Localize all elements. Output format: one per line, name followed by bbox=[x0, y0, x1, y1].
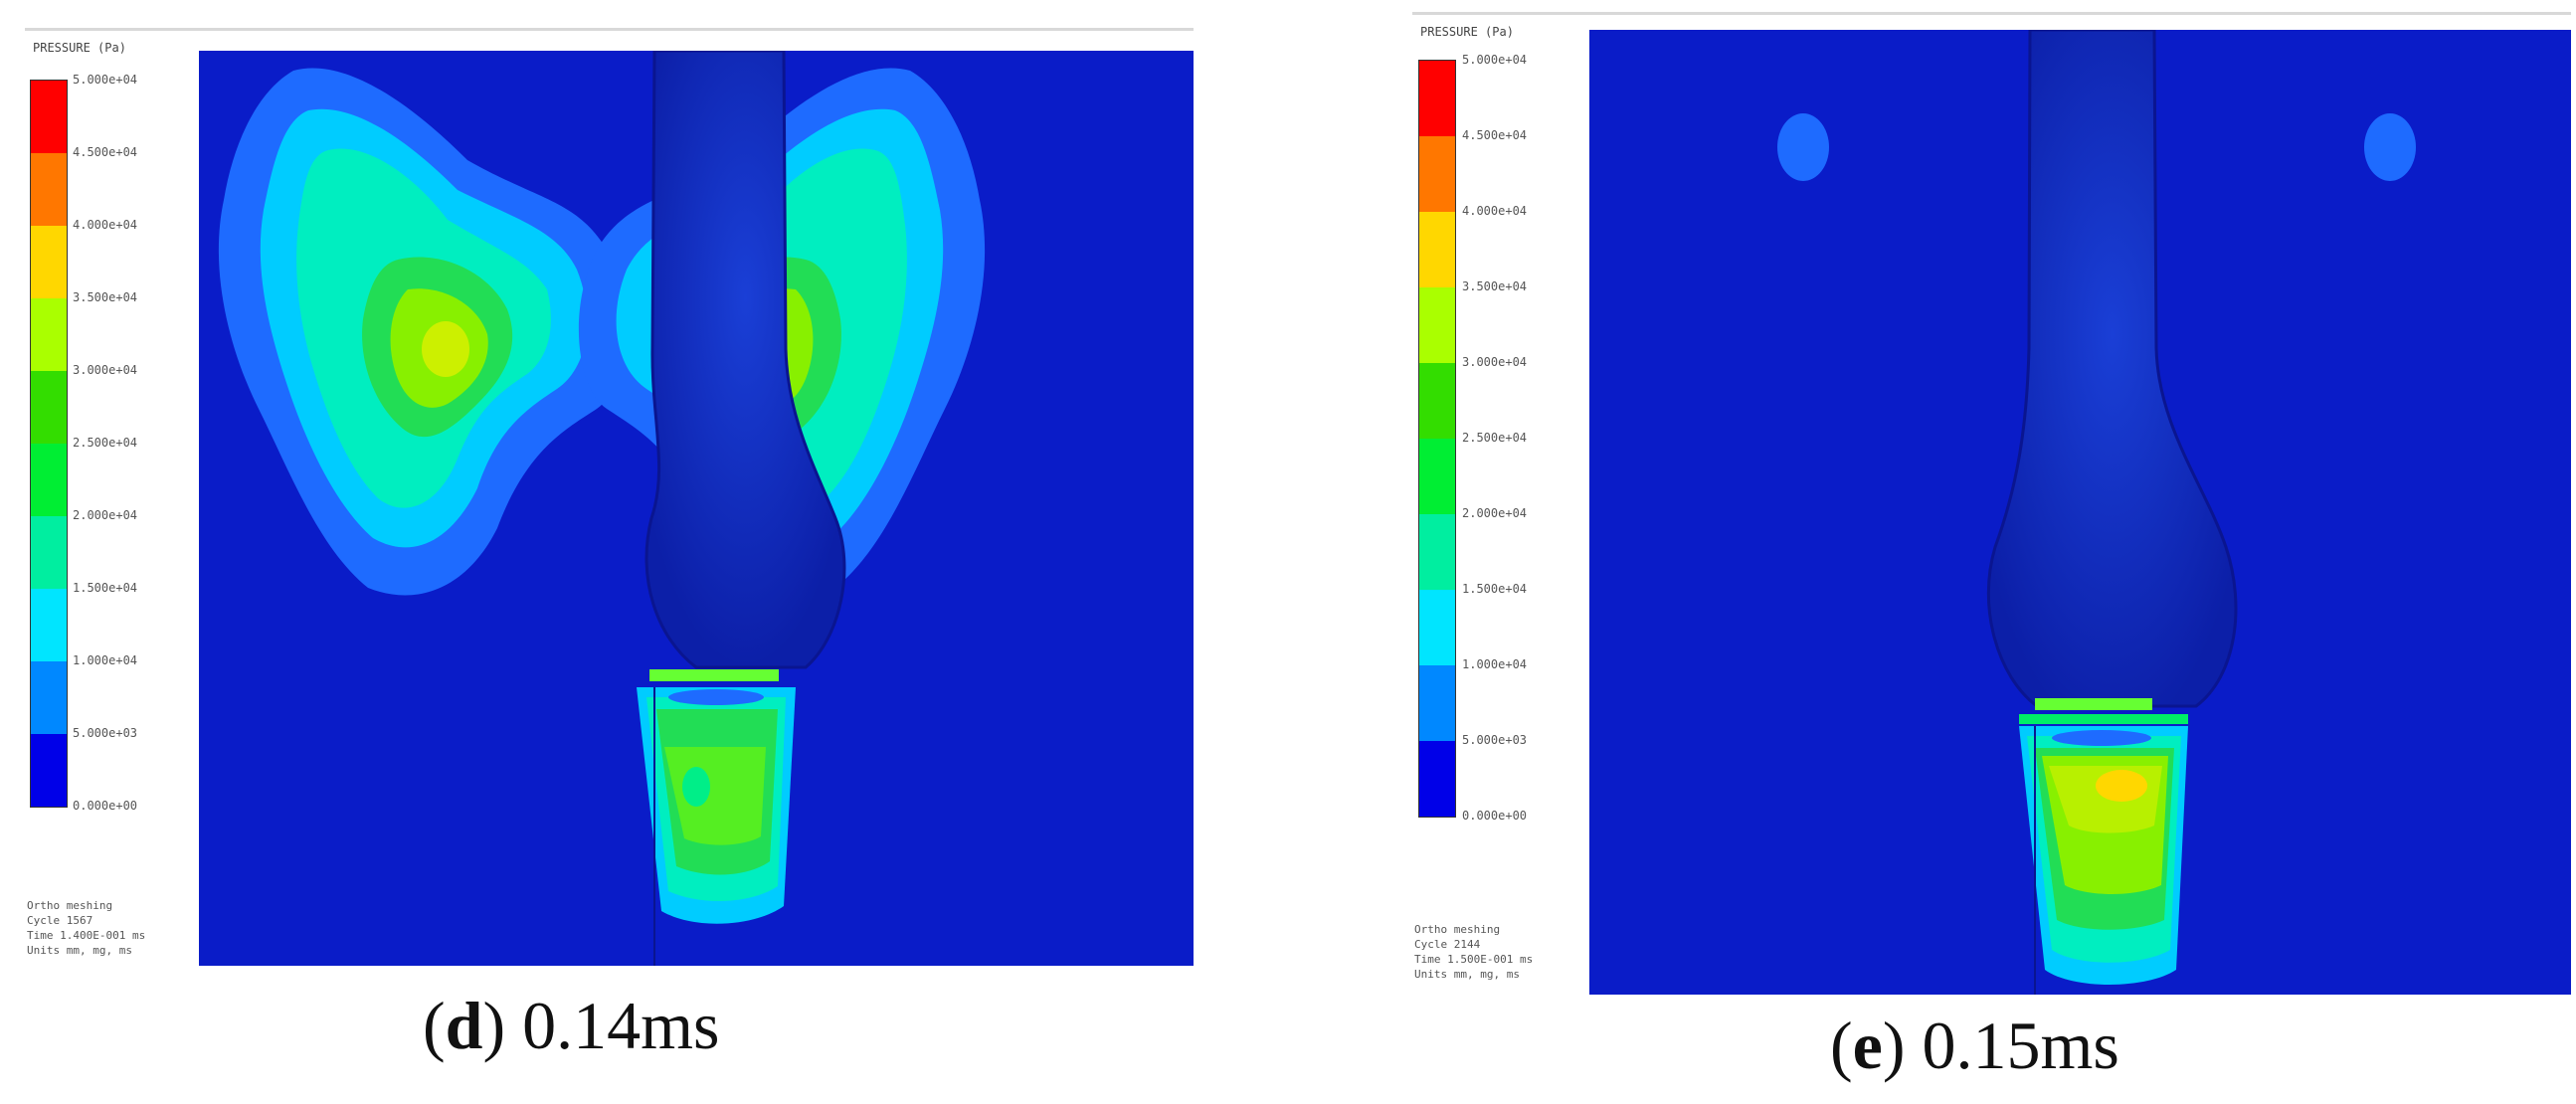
legend-tick-label: 5.000e+04 bbox=[73, 73, 138, 87]
legend-tick-label: 3.000e+04 bbox=[1462, 355, 1528, 369]
penetrator-body bbox=[1986, 30, 2238, 708]
legend-tick-label: 4.000e+04 bbox=[73, 218, 138, 232]
footer-line: Units mm, mg, ms bbox=[1414, 968, 1520, 981]
legend-swatch bbox=[1419, 514, 1455, 590]
footer-line: Time 1.500E-001 ms bbox=[1414, 953, 1534, 966]
legend-swatch bbox=[1419, 212, 1455, 287]
footer-line: Cycle 2144 bbox=[1414, 938, 1481, 951]
footer-line: Ortho meshing bbox=[1414, 923, 1501, 936]
footer-line: Units mm, mg, ms bbox=[27, 944, 132, 957]
color-legend-bar bbox=[1418, 60, 1456, 818]
legend-swatch bbox=[31, 589, 67, 661]
legend-swatch bbox=[1419, 136, 1455, 212]
footer-line: Time 1.400E-001 ms bbox=[27, 929, 146, 942]
legend-swatch bbox=[31, 81, 67, 153]
panel-e: PRESSURE (Pa) 5.000e+04 4.500e+04 4.000e+0… bbox=[1412, 12, 2571, 995]
legend-tick-label: 2.000e+04 bbox=[73, 508, 138, 522]
pressure-contour-plot bbox=[199, 51, 1194, 966]
lower-pressure-plug bbox=[637, 669, 796, 966]
legend-tick-label: 4.500e+04 bbox=[73, 145, 138, 159]
legend-swatch bbox=[31, 298, 67, 371]
legend-swatch bbox=[31, 371, 67, 444]
legend-tick-label: 0.000e+00 bbox=[73, 799, 138, 813]
legend-swatch bbox=[31, 516, 67, 589]
legend-tick-label: 2.500e+04 bbox=[73, 436, 138, 450]
legend-tick-label: 1.500e+04 bbox=[1462, 582, 1528, 596]
legend-swatch bbox=[31, 226, 67, 298]
legend-swatch bbox=[1419, 439, 1455, 514]
legend-tick-label: 0.000e+00 bbox=[1462, 809, 1528, 823]
legend-tick-label: 5.000e+03 bbox=[73, 726, 138, 740]
legend-title: PRESSURE (Pa) bbox=[33, 41, 126, 55]
legend-swatch bbox=[31, 444, 67, 516]
legend-tick-label: 3.500e+04 bbox=[73, 290, 138, 304]
legend-swatch bbox=[1419, 287, 1455, 363]
caption-letter: d bbox=[445, 988, 483, 1063]
caption-d: (d) 0.14ms bbox=[423, 988, 720, 1063]
legend-swatch bbox=[1419, 363, 1455, 439]
legend-tick-label: 1.000e+04 bbox=[1462, 657, 1528, 671]
caption-time: 0.15ms bbox=[1922, 1008, 2119, 1083]
legend-tick-label: 3.500e+04 bbox=[1462, 279, 1528, 293]
legend-tick-label: 1.500e+04 bbox=[73, 581, 138, 595]
right-pressure-spot bbox=[2364, 113, 2416, 181]
legend-tick-label: 5.000e+04 bbox=[1462, 53, 1528, 67]
legend-swatch bbox=[31, 153, 67, 226]
legend-swatch bbox=[1419, 665, 1455, 741]
penetrator-body bbox=[644, 51, 846, 669]
simulation-footer: Ortho meshing Cycle 1567 Time 1.400E-001… bbox=[27, 898, 145, 958]
footer-line: Ortho meshing bbox=[27, 899, 113, 912]
legend-swatch bbox=[1419, 61, 1455, 136]
left-pressure-lobe bbox=[218, 68, 626, 596]
left-pressure-spot bbox=[1777, 113, 1829, 181]
caption-time: 0.14ms bbox=[522, 988, 720, 1063]
legend-swatch bbox=[1419, 590, 1455, 665]
color-legend-bar bbox=[30, 80, 68, 808]
legend-tick-label: 5.000e+03 bbox=[1462, 733, 1528, 747]
footer-line: Cycle 1567 bbox=[27, 914, 93, 927]
caption-e: (e) 0.15ms bbox=[1830, 1008, 2119, 1083]
legend-tick-label: 4.000e+04 bbox=[1462, 204, 1528, 218]
legend-tick-label: 2.500e+04 bbox=[1462, 431, 1528, 445]
lower-pressure-plug bbox=[2019, 698, 2188, 995]
legend-tick-label: 4.500e+04 bbox=[1462, 128, 1528, 142]
legend-tick-label: 1.000e+04 bbox=[73, 653, 138, 667]
panel-d: PRESSURE (Pa) 5.000e+04 4.500e+04 4.000e+0… bbox=[25, 28, 1194, 976]
legend-swatch bbox=[31, 661, 67, 734]
contour-svg bbox=[1589, 30, 2571, 995]
legend-tick-label: 2.000e+04 bbox=[1462, 506, 1528, 520]
legend-tick-label: 3.000e+04 bbox=[73, 363, 138, 377]
legend-swatch bbox=[1419, 741, 1455, 817]
legend-swatch bbox=[31, 734, 67, 807]
pressure-contour-plot bbox=[1589, 30, 2571, 995]
legend-title: PRESSURE (Pa) bbox=[1420, 25, 1514, 39]
contour-svg bbox=[199, 51, 1194, 966]
simulation-footer: Ortho meshing Cycle 2144 Time 1.500E-001… bbox=[1414, 922, 1533, 982]
caption-letter: e bbox=[1852, 1008, 1883, 1083]
